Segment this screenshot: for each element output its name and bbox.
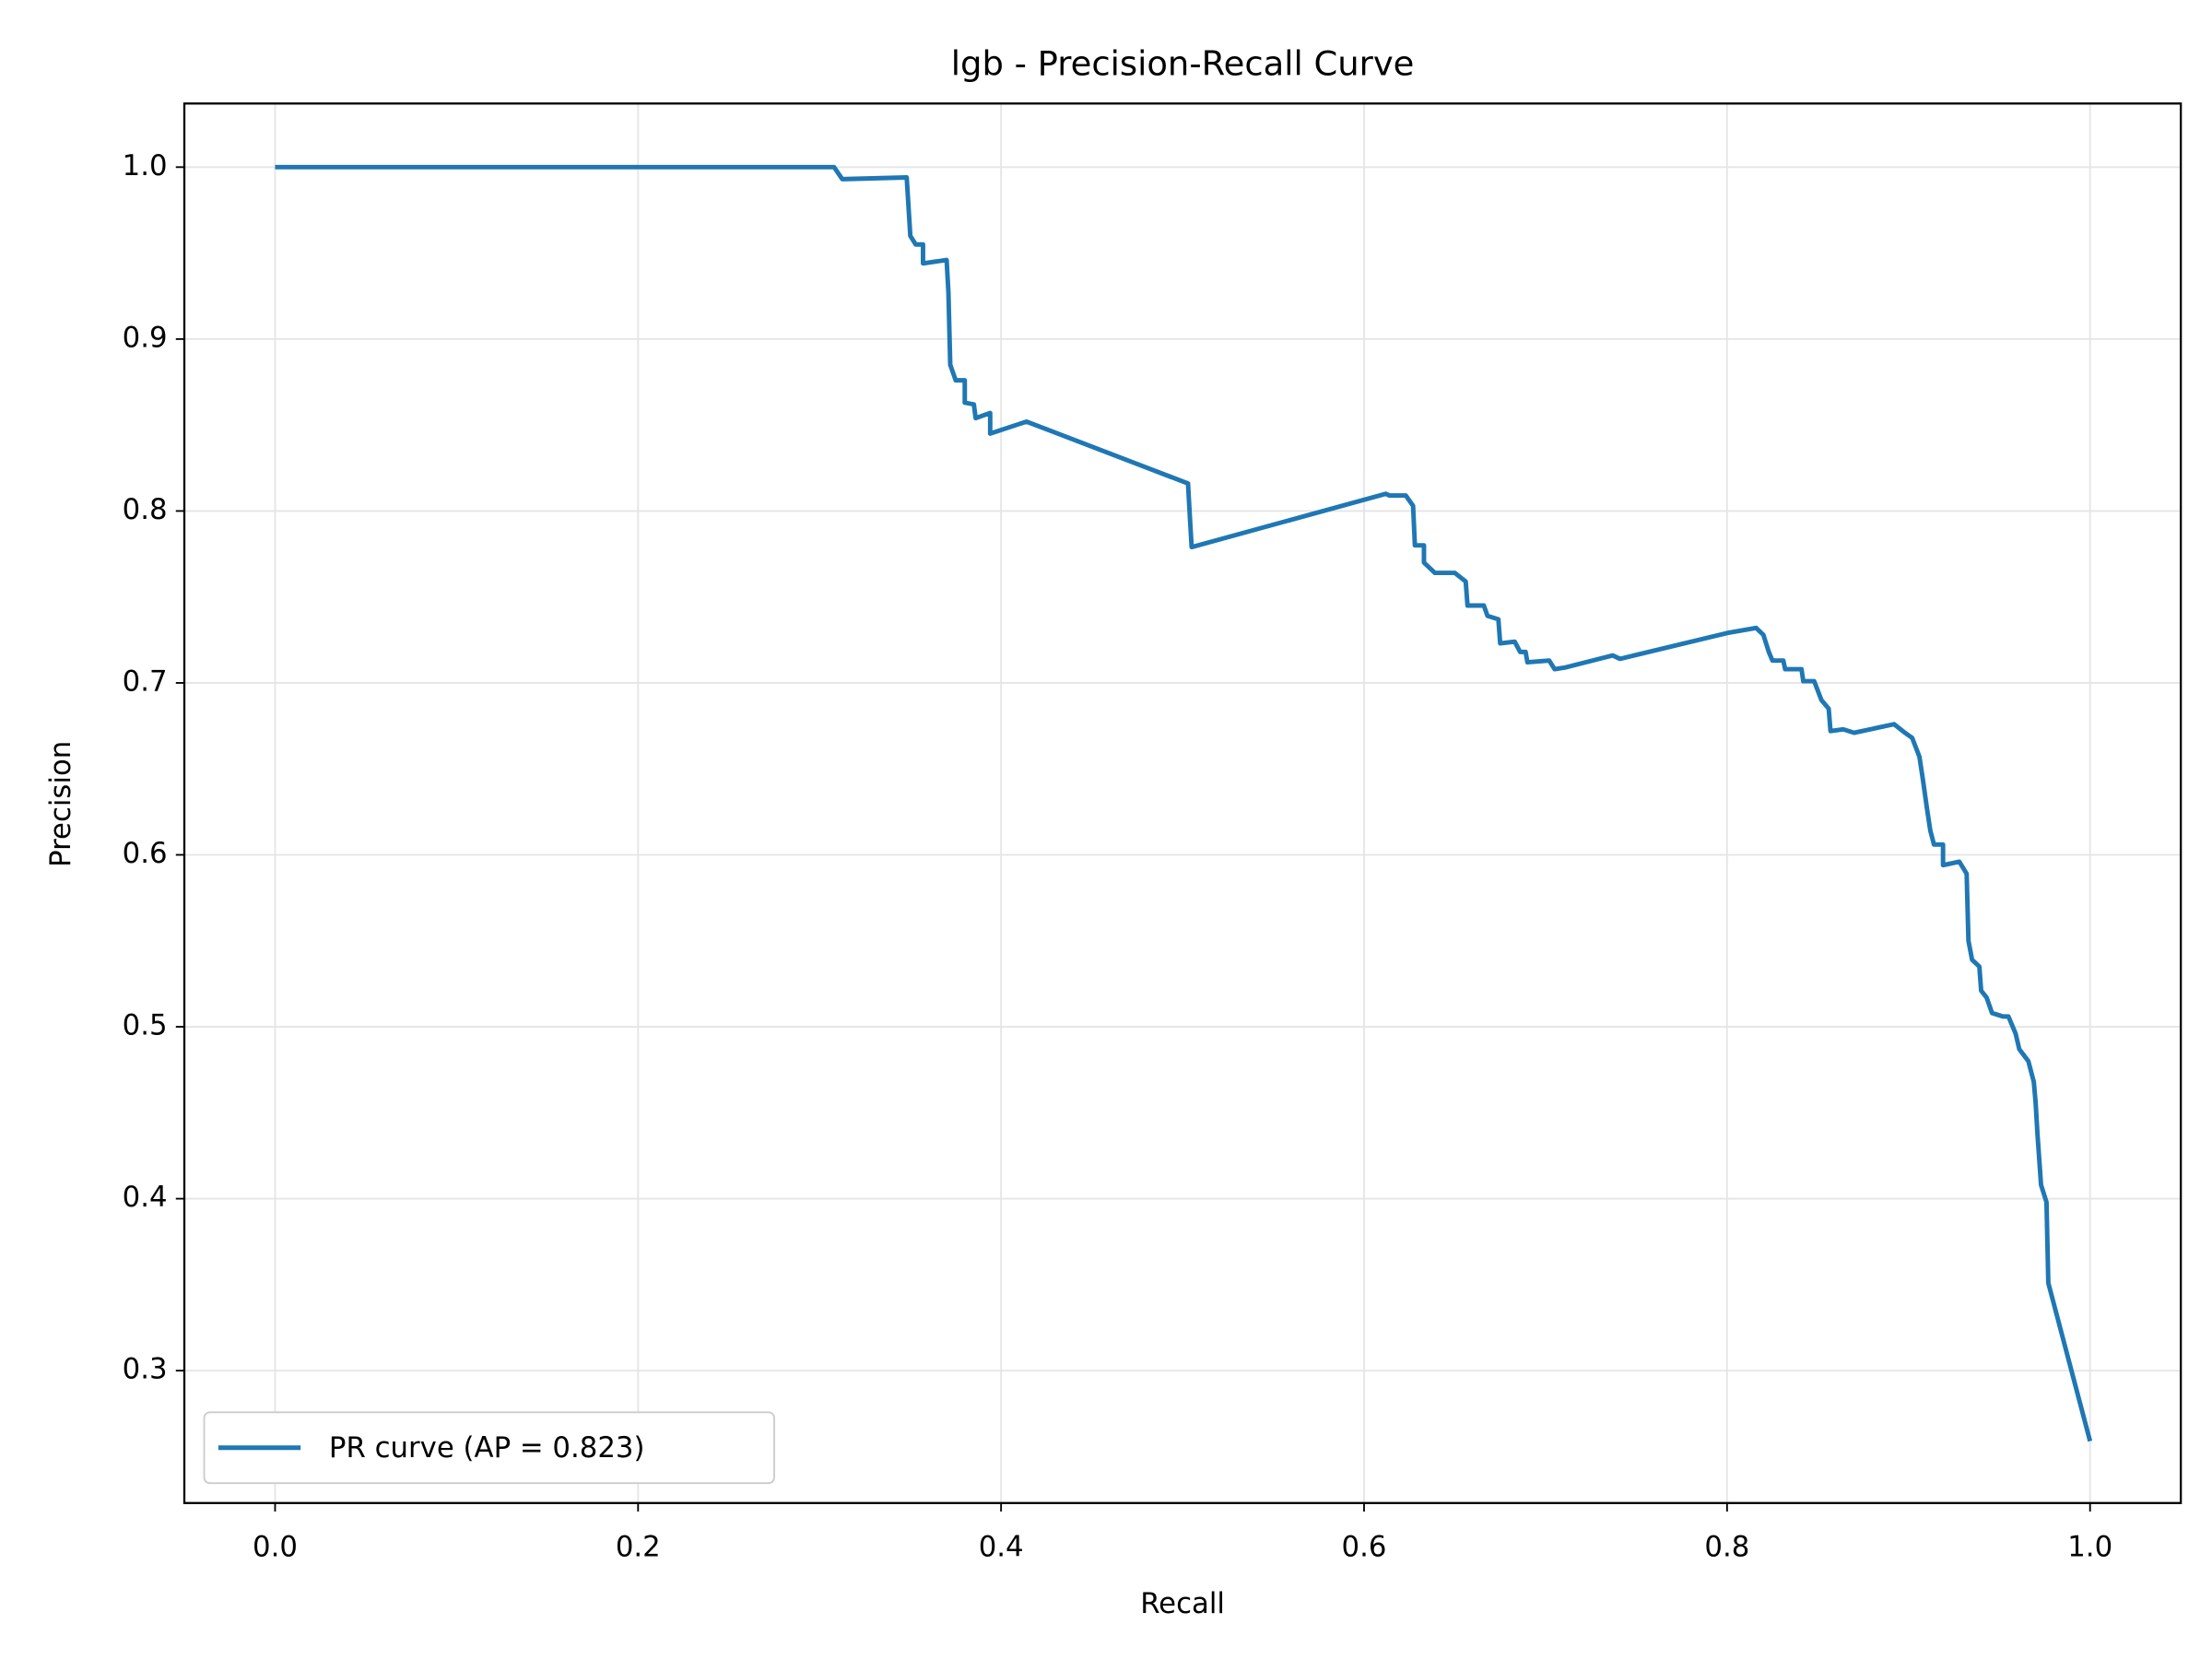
x-tick-label: 0.4 bbox=[979, 1530, 1024, 1563]
x-tick-label: 0.2 bbox=[616, 1530, 661, 1563]
legend-label: PR curve (AP = 0.823) bbox=[329, 1431, 645, 1465]
plot-frame bbox=[182, 102, 2183, 1504]
legend-box bbox=[203, 1411, 775, 1485]
y-axis-label: Precision bbox=[44, 741, 77, 867]
y-tick-label: 0.3 bbox=[123, 1353, 168, 1386]
y-tick-label: 1.0 bbox=[123, 149, 168, 182]
x-tick-label: 1.0 bbox=[2067, 1530, 2112, 1563]
y-tick-label: 0.4 bbox=[123, 1181, 168, 1214]
y-tick-label: 0.6 bbox=[123, 837, 168, 870]
x-tick-label: 0.6 bbox=[1342, 1530, 1387, 1563]
chart-title: lgb - Precision-Recall Curve bbox=[951, 43, 1415, 83]
x-axis-label: Recall bbox=[1140, 1587, 1225, 1620]
x-tick-label: 0.0 bbox=[253, 1530, 298, 1563]
y-tick-label: 0.5 bbox=[123, 1009, 168, 1042]
x-tick-label: 0.8 bbox=[1704, 1530, 1749, 1563]
pr-curve bbox=[275, 164, 2093, 1442]
y-tick-label: 0.9 bbox=[123, 321, 168, 354]
y-tick-label: 0.7 bbox=[123, 665, 168, 698]
y-tick-label: 0.8 bbox=[123, 493, 168, 526]
